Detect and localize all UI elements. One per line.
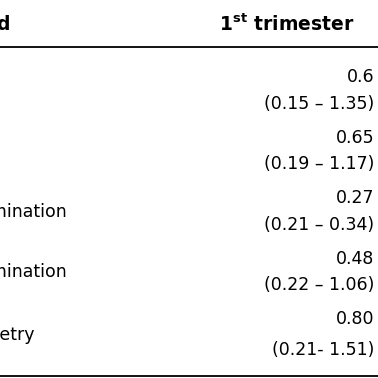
Text: (0.21- 1.51): (0.21- 1.51) (272, 341, 374, 359)
Text: Determination: Determination (0, 263, 67, 281)
Text: $\mathbf{1}^{\mathbf{st}}$ trimester: $\mathbf{1}^{\mathbf{st}}$ trimester (219, 14, 355, 35)
Text: 0.65: 0.65 (336, 129, 374, 147)
Text: d: d (0, 15, 10, 34)
Text: Determination: Determination (0, 203, 67, 221)
Text: (0.21 – 0.34): (0.21 – 0.34) (264, 216, 374, 234)
Text: Turbidimetry: Turbidimetry (0, 325, 35, 344)
Text: 0.6: 0.6 (347, 68, 374, 87)
Text: 0.80: 0.80 (336, 310, 374, 328)
Text: 0.27: 0.27 (336, 189, 374, 208)
Text: 0.48: 0.48 (336, 250, 374, 268)
Text: (0.15 – 1.35): (0.15 – 1.35) (264, 95, 374, 113)
Text: (0.19 – 1.17): (0.19 – 1.17) (264, 155, 374, 174)
Text: (0.22 – 1.06): (0.22 – 1.06) (264, 276, 374, 294)
